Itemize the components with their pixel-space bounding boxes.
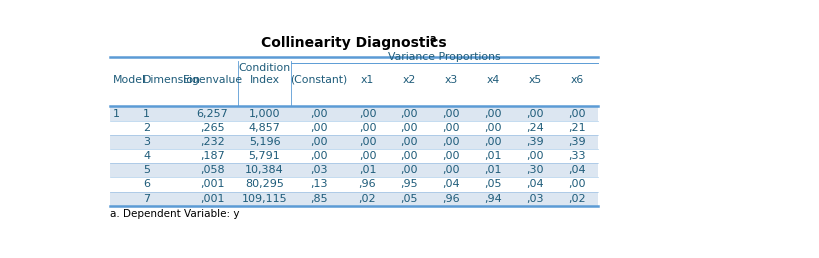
Text: a: a	[428, 34, 435, 44]
Text: ,00: ,00	[310, 123, 327, 133]
Text: ,00: ,00	[310, 109, 327, 118]
Text: ,05: ,05	[484, 180, 501, 189]
Text: ,058: ,058	[200, 165, 224, 175]
Text: 109,115: 109,115	[242, 194, 287, 204]
Text: x5: x5	[528, 75, 541, 85]
Text: Model: Model	[112, 75, 146, 85]
Text: ,265: ,265	[200, 123, 224, 133]
Text: ,00: ,00	[442, 109, 459, 118]
Text: ,00: ,00	[442, 165, 459, 175]
Text: ,94: ,94	[484, 194, 501, 204]
Bar	[110, 149, 598, 163]
Text: 6: 6	[143, 180, 150, 189]
Text: ,03: ,03	[526, 194, 543, 204]
Bar	[110, 163, 598, 178]
Text: ,00: ,00	[400, 123, 418, 133]
Text: ,00: ,00	[442, 151, 459, 161]
Text: ,13: ,13	[310, 180, 327, 189]
Text: 1,000: 1,000	[248, 109, 280, 118]
Text: ,04: ,04	[568, 165, 586, 175]
Text: 2: 2	[143, 123, 150, 133]
Text: ,03: ,03	[310, 165, 327, 175]
Text: 7: 7	[143, 194, 150, 204]
Text: 4,857: 4,857	[248, 123, 280, 133]
Text: ,04: ,04	[442, 180, 459, 189]
Text: ,187: ,187	[200, 151, 224, 161]
Text: ,96: ,96	[442, 194, 459, 204]
Text: 4: 4	[143, 151, 150, 161]
Text: 5: 5	[143, 165, 150, 175]
Text: 5,196: 5,196	[248, 137, 280, 147]
Text: ,04: ,04	[526, 180, 544, 189]
Text: 6,257: 6,257	[197, 109, 228, 118]
Text: ,24: ,24	[526, 123, 544, 133]
Text: ,02: ,02	[568, 194, 586, 204]
Text: 10,384: 10,384	[245, 165, 283, 175]
Text: x3: x3	[444, 75, 458, 85]
Text: 80,295: 80,295	[245, 180, 283, 189]
Text: ,00: ,00	[359, 109, 376, 118]
Text: ,96: ,96	[358, 180, 376, 189]
Text: ,00: ,00	[442, 123, 459, 133]
Text: Condition
Index: Condition Index	[238, 63, 290, 85]
Text: ,85: ,85	[310, 194, 327, 204]
Text: (Constant): (Constant)	[290, 75, 346, 85]
Text: Variance Proportions: Variance Proportions	[387, 52, 500, 62]
Text: ,00: ,00	[400, 109, 418, 118]
Text: ,39: ,39	[568, 137, 586, 147]
Text: ,00: ,00	[526, 109, 543, 118]
Text: ,232: ,232	[200, 137, 224, 147]
Text: x4: x4	[486, 75, 500, 85]
Bar	[110, 107, 598, 121]
Text: ,00: ,00	[400, 137, 418, 147]
Text: ,00: ,00	[568, 109, 586, 118]
Text: ,00: ,00	[484, 123, 501, 133]
Text: ,00: ,00	[484, 137, 501, 147]
Text: ,01: ,01	[484, 165, 501, 175]
Bar	[110, 178, 598, 192]
Text: x1: x1	[360, 75, 373, 85]
Text: ,00: ,00	[526, 151, 543, 161]
Text: 5,791: 5,791	[248, 151, 280, 161]
Bar	[110, 135, 598, 149]
Text: ,01: ,01	[359, 165, 376, 175]
Text: ,21: ,21	[568, 123, 586, 133]
Text: 3: 3	[143, 137, 150, 147]
Bar	[110, 121, 598, 135]
Text: Eigenvalue: Eigenvalue	[182, 75, 242, 85]
Text: a. Dependent Variable: y: a. Dependent Variable: y	[110, 209, 239, 219]
Text: Collinearity Diagnostics: Collinearity Diagnostics	[261, 36, 446, 50]
Text: ,01: ,01	[484, 151, 501, 161]
Text: ,00: ,00	[310, 137, 327, 147]
Text: ,001: ,001	[200, 194, 224, 204]
Text: ,00: ,00	[400, 165, 418, 175]
Text: ,001: ,001	[200, 180, 224, 189]
Text: ,39: ,39	[526, 137, 544, 147]
Text: x2: x2	[402, 75, 415, 85]
Bar	[110, 192, 598, 206]
Text: 1: 1	[143, 109, 150, 118]
Text: ,00: ,00	[442, 137, 459, 147]
Text: ,00: ,00	[484, 109, 501, 118]
Text: x6: x6	[570, 75, 583, 85]
Text: ,00: ,00	[359, 137, 376, 147]
Text: Dimension: Dimension	[143, 75, 201, 85]
Text: ,05: ,05	[400, 194, 418, 204]
Text: ,02: ,02	[358, 194, 376, 204]
Text: ,00: ,00	[568, 180, 586, 189]
Text: ,00: ,00	[400, 151, 418, 161]
Text: 1: 1	[112, 109, 120, 118]
Text: ,33: ,33	[568, 151, 586, 161]
Text: ,30: ,30	[526, 165, 543, 175]
Text: ,00: ,00	[359, 151, 376, 161]
Text: ,00: ,00	[359, 123, 376, 133]
Text: ,95: ,95	[400, 180, 418, 189]
Text: ,00: ,00	[310, 151, 327, 161]
